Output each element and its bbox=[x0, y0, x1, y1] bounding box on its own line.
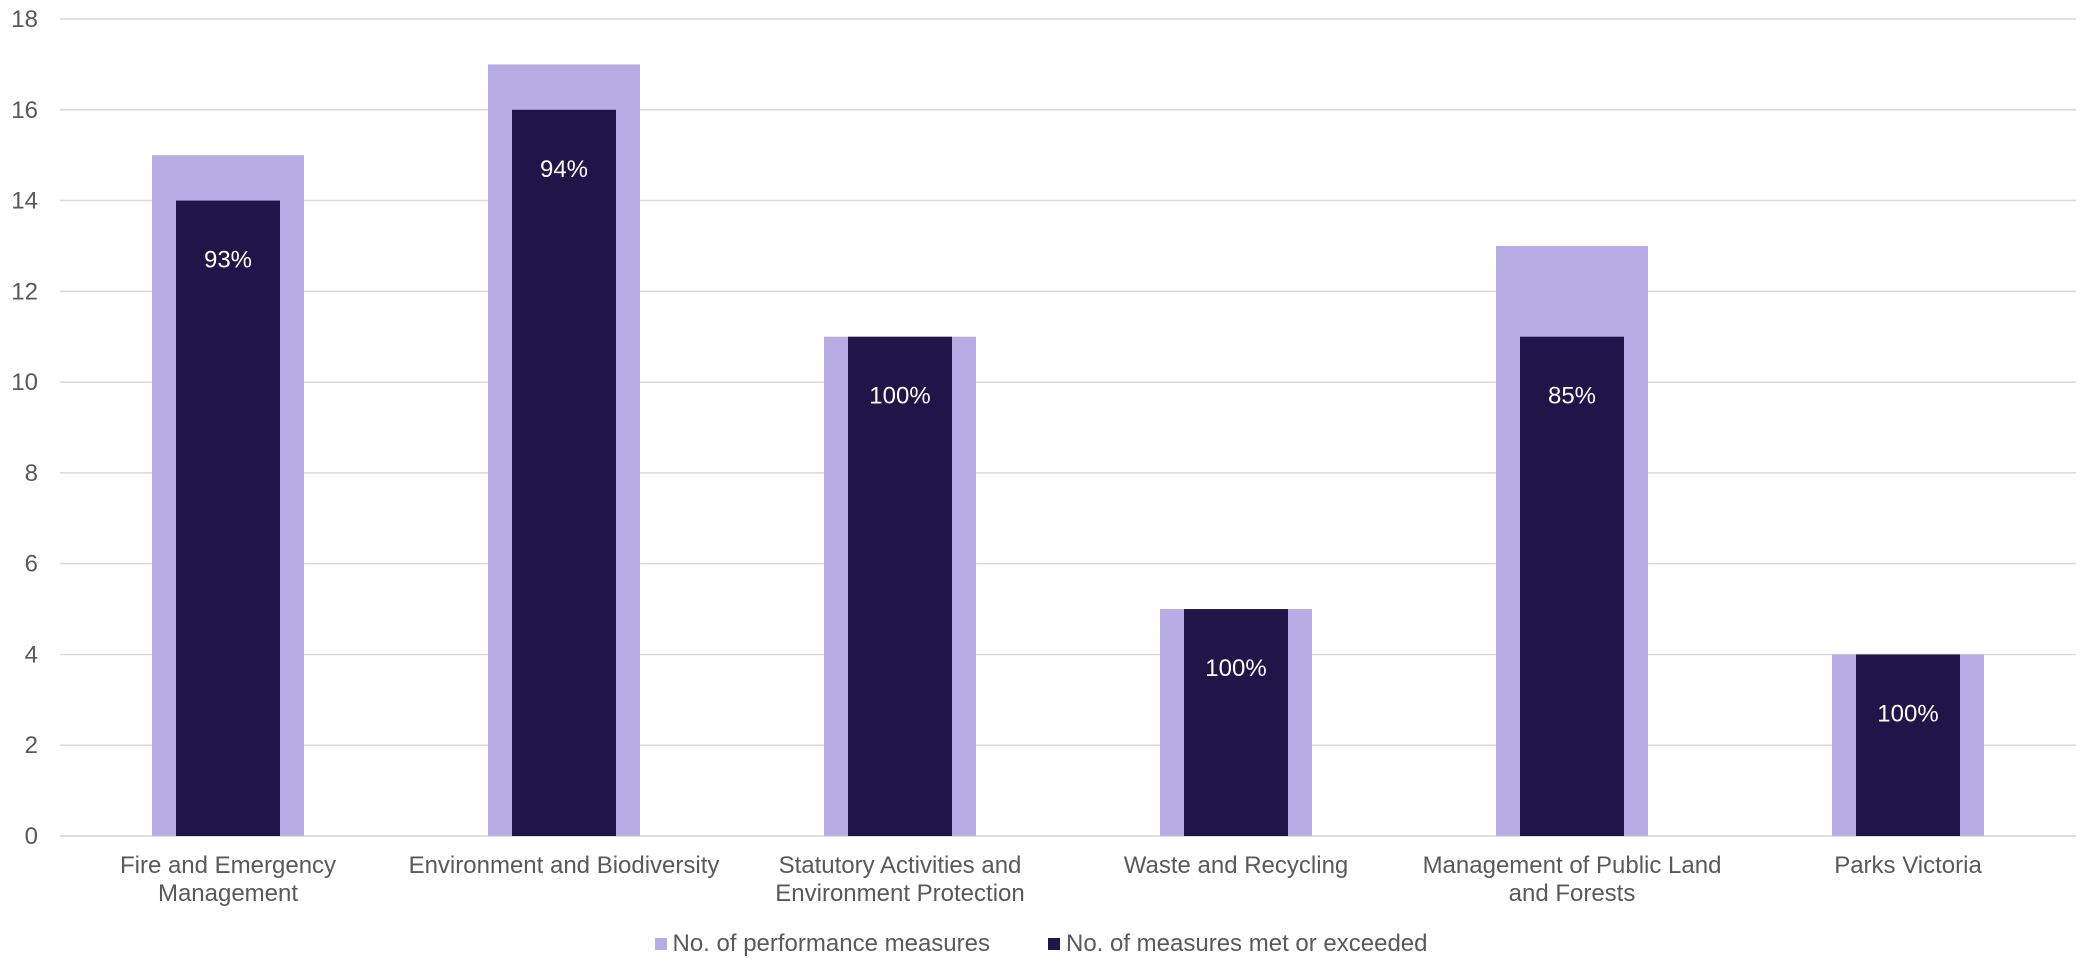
y-tick-label: 18 bbox=[11, 6, 38, 33]
legend-swatch-met bbox=[1047, 938, 1060, 950]
x-tick-label-line: Management bbox=[158, 880, 298, 907]
y-tick-label: 2 bbox=[25, 732, 38, 759]
bar-met bbox=[1856, 654, 1960, 836]
bar-met bbox=[176, 200, 280, 837]
data-label: 94% bbox=[540, 156, 588, 183]
bar-met bbox=[1520, 336, 1624, 836]
x-tick-label: Management of Public Land and Forests bbox=[1423, 852, 1722, 907]
legend-item-met: No. of measures met or exceeded bbox=[1047, 930, 1428, 958]
bars bbox=[152, 64, 1984, 837]
x-tick-label-line: and Forests bbox=[1509, 880, 1636, 907]
x-tick-label: Waste and Recycling bbox=[1124, 852, 1349, 879]
x-tick-label-line: Parks Victoria bbox=[1834, 852, 1982, 879]
y-tick-label: 14 bbox=[11, 188, 38, 215]
y-tick-label: 4 bbox=[25, 641, 38, 668]
data-label: 100% bbox=[869, 383, 930, 410]
data-label: 100% bbox=[1205, 655, 1266, 682]
y-tick-label: 12 bbox=[11, 278, 38, 305]
y-tick-label: 6 bbox=[25, 551, 38, 578]
x-tick-label-line: Fire and Emergency bbox=[120, 852, 336, 879]
bar-met bbox=[512, 109, 616, 837]
x-tick-label-line: Waste and Recycling bbox=[1124, 852, 1349, 879]
y-tick-label: 10 bbox=[11, 369, 38, 396]
x-tick-label: Environment and Biodiversity bbox=[409, 852, 720, 879]
x-axis-ticks: Fire and Emergency Management Environment … bbox=[120, 852, 1983, 907]
x-tick-label-line: Management of Public Land bbox=[1423, 852, 1722, 879]
chart-legend: No. of performance measures No. of measu… bbox=[0, 930, 2082, 958]
data-label: 85% bbox=[1548, 383, 1596, 410]
legend-label-met: No. of measures met or exceeded bbox=[1065, 930, 1428, 957]
data-labels: 93% 94% 100% 100% 85% 100% bbox=[204, 156, 1939, 728]
legend-swatch-total bbox=[654, 938, 667, 950]
gridlines bbox=[60, 18, 2076, 837]
x-tick-label-line: Environment and Biodiversity bbox=[409, 852, 720, 879]
x-tick-label-line: Statutory Activities and bbox=[779, 852, 1022, 879]
data-label: 93% bbox=[204, 247, 252, 274]
legend-label-total: No. of performance measures bbox=[672, 930, 990, 957]
x-tick-label: Statutory Activities and Environment Prot… bbox=[775, 852, 1024, 907]
y-axis-ticks: 0 2 4 6 8 10 12 14 16 18 bbox=[11, 6, 38, 850]
x-tick-label: Fire and Emergency Management bbox=[120, 852, 336, 907]
bar-met bbox=[848, 336, 952, 836]
y-tick-label: 0 bbox=[25, 823, 38, 850]
legend-item-total: No. of performance measures bbox=[654, 930, 990, 958]
bar-met bbox=[1184, 609, 1288, 836]
data-label: 100% bbox=[1877, 700, 1938, 727]
y-tick-label: 16 bbox=[11, 97, 38, 124]
x-tick-label-line: Environment Protection bbox=[775, 880, 1024, 907]
x-tick-label: Parks Victoria bbox=[1834, 852, 1982, 879]
y-tick-label: 8 bbox=[25, 460, 38, 487]
